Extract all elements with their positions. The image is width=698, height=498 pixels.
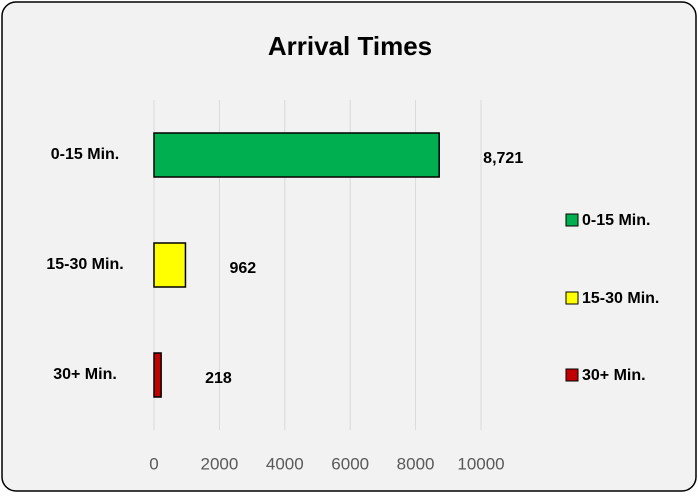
- bar: [153, 132, 440, 178]
- x-tick-label: 0: [149, 454, 158, 473]
- y-tick-label: 30+ Min.: [53, 366, 117, 383]
- chart-title: Arrival Times: [268, 31, 432, 61]
- legend-label: 15-30 Min.: [582, 290, 659, 307]
- legend-swatch: [565, 291, 579, 305]
- legend-swatch: [565, 368, 579, 382]
- bar: [153, 352, 162, 398]
- data-label: 8,721: [483, 150, 523, 167]
- y-tick-label: 15-30 Min.: [46, 256, 123, 273]
- legend-swatch: [565, 213, 579, 227]
- y-tick-label: 0-15 Min.: [51, 146, 119, 163]
- legend-label: 0-15 Min.: [582, 212, 650, 229]
- bar: [153, 242, 187, 288]
- x-tick-label: 8000: [397, 454, 435, 473]
- legend-label: 30+ Min.: [582, 367, 646, 384]
- x-tick-label: 6000: [331, 454, 369, 473]
- x-tick-label: 10000: [457, 454, 504, 473]
- x-tick-label: 2000: [200, 454, 238, 473]
- data-label: 962: [229, 260, 256, 277]
- x-tick-label: 4000: [266, 454, 304, 473]
- data-label: 218: [205, 370, 232, 387]
